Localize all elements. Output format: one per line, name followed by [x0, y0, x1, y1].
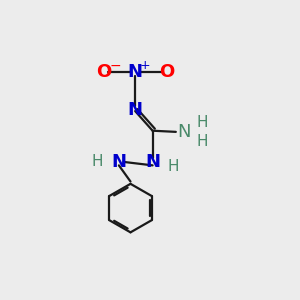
Text: N: N: [177, 123, 190, 141]
Text: N: N: [128, 101, 143, 119]
Text: O: O: [159, 63, 174, 81]
Text: N: N: [111, 153, 126, 171]
Text: −: −: [109, 58, 121, 73]
Text: H: H: [197, 115, 208, 130]
Text: O: O: [96, 63, 111, 81]
Text: N: N: [128, 63, 143, 81]
Text: +: +: [140, 59, 150, 72]
Text: H: H: [91, 154, 103, 169]
Text: N: N: [145, 153, 160, 171]
Text: H: H: [167, 159, 179, 174]
Text: H: H: [197, 134, 208, 148]
